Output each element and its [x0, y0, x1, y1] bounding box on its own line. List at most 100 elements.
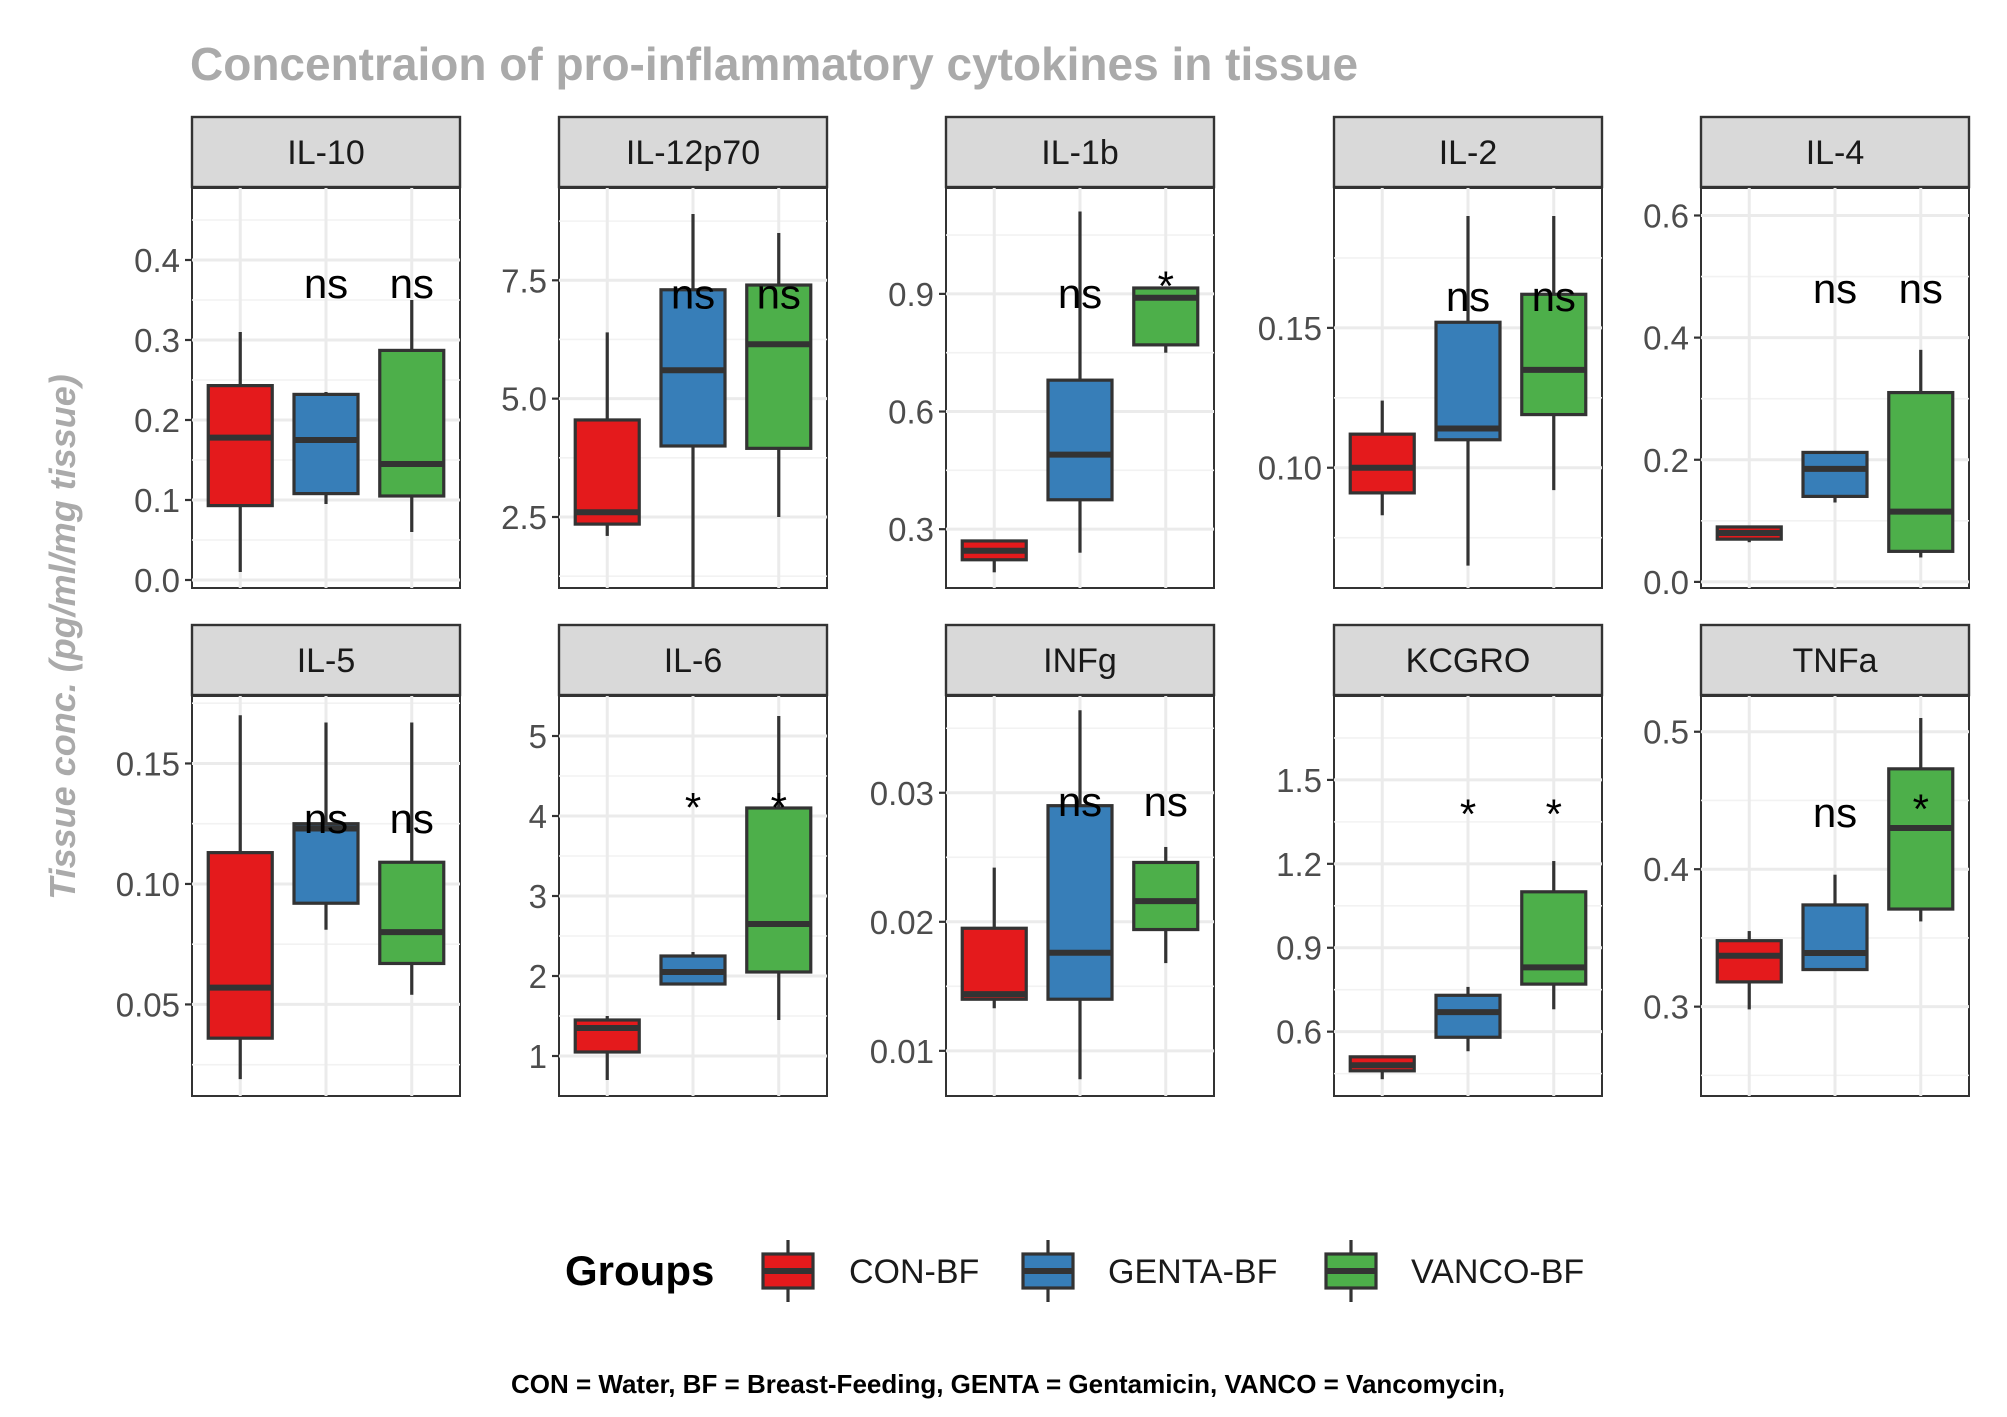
- box-genta-bf: [659, 952, 727, 986]
- facet-strip: [944, 623, 1216, 697]
- y-tick-label: 0.0: [1643, 564, 1689, 601]
- box-vanco-bf: [1887, 717, 1955, 922]
- y-tick-label: 0.1: [134, 482, 180, 519]
- y-tick-label: 7.5: [501, 262, 547, 299]
- box-genta-bf: [1801, 874, 1869, 972]
- facet-strip-label: IL-10: [287, 134, 365, 172]
- facet-panel-tnfa: TNFa 0.3 0.4 0.5 ns *: [1643, 623, 1971, 1097]
- significance-label: *: [771, 784, 787, 831]
- facet-panel-il-12p70: IL-12p70 2.5 5.0 7.5 ns ns: [501, 115, 829, 589]
- box-genta-bf: [1046, 710, 1114, 1080]
- box-iqr: [206, 384, 274, 508]
- significance-label: ns: [390, 795, 434, 842]
- box-vanco-bf: [745, 232, 813, 517]
- significance-label: ns: [1532, 273, 1576, 320]
- facet-strip-label: IL-6: [664, 642, 723, 680]
- y-tick-label: 0.02: [870, 904, 934, 941]
- facet-panel-il-1b: IL-1b 0.3 0.6 0.9 ns *: [888, 115, 1216, 589]
- facet-strip-label: IL-12p70: [626, 134, 760, 172]
- y-tick-label: 0.2: [1643, 442, 1689, 479]
- box-con-bf: [1715, 931, 1783, 1010]
- box-iqr: [1132, 860, 1200, 932]
- facet-strip: [190, 623, 462, 697]
- y-tick-label: 5: [529, 718, 547, 755]
- box-iqr: [378, 348, 446, 498]
- box-vanco-bf: [1887, 349, 1955, 558]
- y-tick-label: 1.5: [1276, 762, 1322, 799]
- box-iqr: [960, 926, 1028, 1001]
- box-iqr: [292, 822, 360, 905]
- facet-strip-label: TNFa: [1793, 642, 1878, 680]
- box-con-bf: [206, 332, 274, 572]
- facet-strip: [1699, 623, 1971, 697]
- facet-strip-label: IL-2: [1439, 134, 1498, 172]
- box-vanco-bf: [745, 716, 813, 1020]
- y-tick-label: 5.0: [501, 381, 547, 418]
- significance-label: ns: [390, 260, 434, 307]
- y-tick-label: 0.9: [888, 276, 934, 313]
- facet-strip: [1332, 623, 1604, 697]
- y-tick-label: 0.4: [1643, 851, 1689, 888]
- legend-label: VANCO-BF: [1411, 1253, 1584, 1291]
- significance-label: ns: [1058, 778, 1102, 825]
- significance-label: ns: [1446, 273, 1490, 320]
- significance-label: ns: [1899, 265, 1943, 312]
- y-tick-label: 2: [529, 958, 547, 995]
- box-con-bf: [1348, 1055, 1416, 1080]
- significance-label: ns: [1813, 265, 1857, 312]
- box-iqr: [1887, 767, 1955, 911]
- significance-label: ns: [1058, 270, 1102, 317]
- y-tick-label: 2.5: [501, 499, 547, 536]
- box-iqr: [378, 860, 446, 966]
- box-iqr: [292, 392, 360, 496]
- facet-strip-label: INFg: [1043, 642, 1117, 680]
- box-vanco-bf: [1132, 846, 1200, 964]
- box-con-bf: [1715, 525, 1783, 543]
- facet-panel-il-2: IL-2 0.10 0.15 ns ns: [1258, 115, 1604, 589]
- box-iqr: [1434, 320, 1502, 442]
- box-iqr: [573, 1018, 641, 1054]
- y-tick-label: 0.15: [116, 745, 180, 782]
- legend-item-con-bf: CON-BF: [761, 1240, 979, 1302]
- y-tick-label: 3: [529, 878, 547, 915]
- y-tick-label: 1: [529, 1038, 547, 1075]
- y-axis-label: Tissue conc. (pg/ml/mg tissue): [42, 374, 83, 899]
- facet-strip-label: KCGRO: [1406, 642, 1531, 680]
- significance-label: *: [1158, 262, 1174, 309]
- chart-title: Concentraion of pro-inflammatory cytokin…: [190, 38, 1358, 90]
- y-tick-label: 0.0: [134, 562, 180, 599]
- box-con-bf: [960, 539, 1028, 573]
- y-tick-label: 4: [529, 798, 547, 835]
- box-iqr: [1434, 993, 1502, 1039]
- significance-label: ns: [671, 271, 715, 318]
- significance-label: ns: [304, 260, 348, 307]
- facet-panel-il-4: IL-4 0.0 0.2 0.4 0.6 ns ns: [1643, 115, 1971, 601]
- legend-items: CON-BF GENTA-BF VANCO-BF: [761, 1240, 1584, 1302]
- significance-label: *: [685, 784, 701, 831]
- legend-item-genta-bf: GENTA-BF: [1021, 1240, 1277, 1302]
- y-tick-label: 0.05: [116, 986, 180, 1023]
- significance-label: ns: [1813, 789, 1857, 836]
- box-genta-bf: [1434, 215, 1502, 566]
- y-tick-label: 0.03: [870, 775, 934, 812]
- box-iqr: [1046, 378, 1114, 502]
- significance-label: ns: [304, 795, 348, 842]
- box-iqr: [1801, 450, 1869, 498]
- legend-label: GENTA-BF: [1108, 1253, 1277, 1291]
- facet-strip-label: IL-4: [1806, 134, 1865, 172]
- significance-label: ns: [757, 271, 801, 318]
- box-genta-bf: [292, 722, 360, 930]
- caption: CON = Water, BF = Breast-Feeding, GENTA …: [511, 1369, 1505, 1399]
- legend-label: CON-BF: [849, 1253, 979, 1291]
- significance-label: *: [1546, 790, 1562, 837]
- facet-strip: [557, 115, 829, 189]
- box-iqr: [1520, 292, 1588, 417]
- box-iqr: [745, 283, 813, 450]
- box-iqr: [573, 418, 641, 526]
- box-iqr: [745, 806, 813, 974]
- y-tick-label: 1.2: [1276, 846, 1322, 883]
- box-genta-bf: [1801, 450, 1869, 503]
- y-tick-label: 0.2: [134, 402, 180, 439]
- legend-item-vanco-bf: VANCO-BF: [1324, 1240, 1584, 1302]
